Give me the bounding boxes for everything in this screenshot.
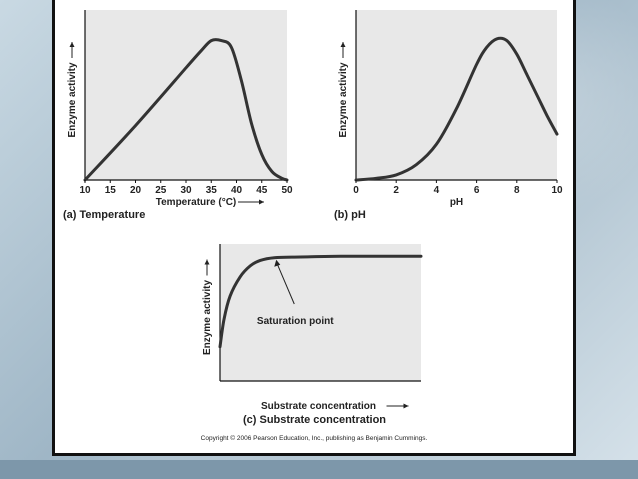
caption-c: (c) Substrate concentration <box>243 414 386 426</box>
x-tick-label-a: 50 <box>281 185 293 196</box>
x-tick-label-a: 25 <box>155 185 167 196</box>
x-tick-label-a: 40 <box>231 185 243 196</box>
annotation-saturation-point: Saturation point <box>257 316 334 327</box>
x-tick-label-a: 20 <box>130 185 142 196</box>
annotation-pointer-head <box>274 259 281 267</box>
x-axis-arrow-c-head <box>403 403 409 409</box>
x-tick-label-b: 6 <box>474 185 480 196</box>
caption-a: (a) Temperature <box>63 209 145 221</box>
x-tick-label-a: 15 <box>105 185 117 196</box>
y-axis-label-b: Enzyme activity <box>338 62 349 137</box>
y-axis-arrow-b-head <box>340 42 346 47</box>
y-axis-arrow-a-head <box>69 42 75 47</box>
plot-area-b <box>356 10 557 180</box>
x-tick-label-b: 10 <box>551 185 563 196</box>
x-axis-label-c: Substrate concentration <box>261 401 376 412</box>
y-axis-label-c: Enzyme activity <box>202 280 213 355</box>
x-axis-label-b: pH <box>450 197 463 208</box>
x-axis-arrow-a-head <box>259 199 264 205</box>
plot-area-a <box>85 10 287 180</box>
y-axis-label-a: Enzyme activity <box>67 62 78 137</box>
copyright-text: Copyright © 2006 Pearson Education, Inc.… <box>200 435 428 442</box>
x-tick-label-a: 10 <box>79 185 91 196</box>
curve-c-0 <box>218 254 423 349</box>
x-tick-label-b: 0 <box>353 185 359 196</box>
x-tick-label-b: 8 <box>514 185 520 196</box>
x-tick-label-a: 45 <box>256 185 268 196</box>
y-axis-arrow-c-head <box>204 259 210 265</box>
x-tick-label-a: 35 <box>206 185 218 196</box>
annotation-pointer <box>275 261 295 305</box>
x-tick-label-b: 4 <box>434 185 440 196</box>
figure-panel: 10 15 20 25 30 35 40 45 50 Enzyme activity Tempera… <box>52 0 576 456</box>
x-axis-label-a: Temperature (°C) <box>156 197 237 208</box>
bottom-bar <box>0 460 638 479</box>
x-tick-label-b: 2 <box>393 185 399 196</box>
curve-b-0 <box>354 36 559 182</box>
plot-area-c <box>220 244 421 381</box>
curve-a-0 <box>83 38 289 182</box>
x-tick-label-a: 30 <box>180 185 192 196</box>
caption-b: (b) pH <box>334 209 366 221</box>
